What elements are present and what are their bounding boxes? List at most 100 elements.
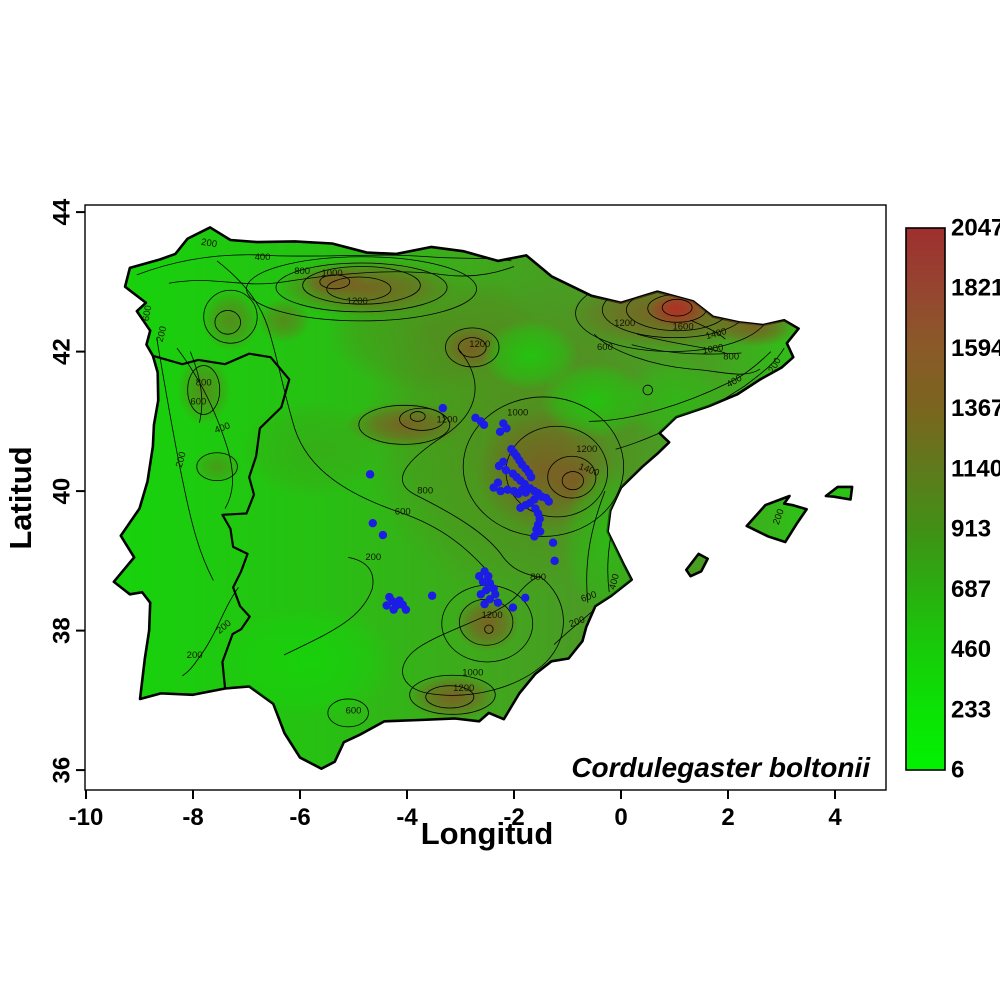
occurrence-point: [484, 571, 493, 581]
occurrence-point: [438, 403, 448, 413]
occurrence-point: [508, 603, 518, 612]
y-tick-label: 42: [49, 338, 76, 365]
colorbar-value: 687: [951, 576, 991, 603]
contour-label: 1000: [462, 668, 483, 679]
contour-label: 800: [417, 486, 433, 497]
colorbar-value: 233: [951, 696, 991, 723]
portugal-spain-border: [153, 354, 289, 689]
occurrence-point: [495, 427, 505, 437]
occurrence-point: [365, 470, 375, 479]
occurrence-point: [382, 601, 391, 610]
occurrence-point: [480, 599, 489, 609]
contour-label: 1600: [672, 322, 693, 333]
occurrence-point: [550, 556, 559, 566]
contour-label: 800: [530, 572, 546, 583]
occurrence-point: [493, 598, 503, 607]
occurrence-point: [479, 420, 489, 430]
occurrence-point: [526, 472, 536, 482]
occurrence-point: [544, 497, 553, 506]
colorbar-value: 1367: [951, 395, 1000, 422]
contour-label: 200: [155, 325, 170, 343]
contour-label: 1000: [322, 268, 343, 279]
contour-label: 400: [607, 573, 622, 591]
occurrence-point: [494, 461, 504, 471]
contour-label: 800: [294, 266, 310, 277]
x-tick-label: -4: [396, 804, 418, 831]
contour-label: 600: [597, 342, 613, 353]
x-axis-ticks: -10 -8 -6 -4 -2 0 2 4: [69, 790, 842, 831]
x-tick-label: -6: [289, 804, 310, 831]
contour-label: 1000: [507, 407, 528, 418]
species-label: Cordulegaster boltonii: [571, 752, 871, 783]
x-tick-label: -10: [69, 804, 104, 831]
occurrence-point: [536, 527, 545, 536]
occurrence-point: [548, 538, 558, 547]
contour-label: 600: [190, 396, 206, 407]
x-tick-label: -8: [182, 804, 203, 831]
occurrence-point: [503, 485, 512, 494]
contour-label: 200: [568, 614, 587, 630]
contour-label: 600: [346, 705, 362, 716]
contour-label: 600: [141, 304, 155, 322]
occurrence-point: [476, 590, 486, 599]
y-tick-label: 36: [49, 757, 76, 784]
contour-label: 1200: [481, 610, 502, 621]
occurrence-point: [489, 483, 498, 492]
contour-label: 800: [196, 377, 212, 388]
contour-label: 1200: [469, 339, 490, 350]
colorbar-labels: 2047 1821 1594 1367 1140 913 687 460 233 6: [951, 215, 1000, 784]
x-tick-label: -2: [503, 804, 524, 831]
contour-label: 400: [213, 420, 232, 436]
occurrence-point: [389, 605, 398, 614]
y-axis-ticks: 36 38 40 42 44: [49, 198, 85, 784]
occurrence-point: [378, 530, 388, 540]
x-tick-label: 0: [614, 804, 627, 831]
contour-label: 200: [200, 237, 218, 251]
occurrence-point: [530, 532, 539, 541]
colorbar: [905, 227, 946, 771]
y-tick-label: 44: [49, 198, 76, 225]
occurrence-point: [502, 424, 511, 433]
y-tick-label: 38: [49, 617, 76, 644]
colorbar-value: 2047: [951, 215, 1000, 242]
occurrence-point: [485, 595, 495, 604]
occurrence-point: [427, 591, 437, 600]
occurrence-point: [516, 503, 525, 513]
colorbar-value: 6: [951, 757, 964, 784]
x-tick-label: 2: [721, 804, 734, 831]
contour-label: 200: [174, 451, 189, 469]
colorbar-value: 460: [951, 636, 991, 663]
occurrence-points: [365, 403, 559, 614]
occurrence-point: [368, 518, 377, 528]
x-axis-title: Longitud: [421, 816, 554, 851]
colorbar-value: 1594: [951, 335, 1000, 362]
occurrence-point: [478, 577, 488, 586]
y-axis-title: Latitud: [3, 446, 38, 549]
colorbar-value: 913: [951, 516, 991, 543]
x-tick-label: 4: [828, 804, 842, 831]
contour-label: 400: [255, 252, 271, 263]
occurrence-point: [496, 486, 505, 496]
plot-box: [84, 204, 887, 791]
occurrence-point: [521, 593, 530, 603]
contour-label: 1200: [347, 296, 368, 307]
contour-label: 600: [395, 507, 411, 518]
contour-label: 1000: [702, 342, 725, 357]
contour-label: 600: [580, 589, 599, 605]
contour-label: 200: [187, 650, 203, 661]
colorbar-value: 1140: [951, 455, 1000, 482]
occurrence-point: [491, 590, 500, 599]
contour-label: 200: [771, 508, 787, 527]
contour-label: 800: [723, 352, 739, 363]
contour-label: 200: [365, 552, 381, 563]
contour-label: 1200: [437, 414, 458, 425]
contour-label: 1200: [453, 683, 474, 694]
y-tick-label: 40: [49, 478, 76, 505]
colorbar-value: 1821: [951, 275, 1000, 302]
occurrence-point: [501, 465, 511, 475]
contour-label: 1200: [614, 318, 635, 329]
contour-label: 1400: [705, 326, 728, 342]
occurrence-point: [401, 605, 411, 614]
contour-label: 1200: [576, 444, 597, 455]
